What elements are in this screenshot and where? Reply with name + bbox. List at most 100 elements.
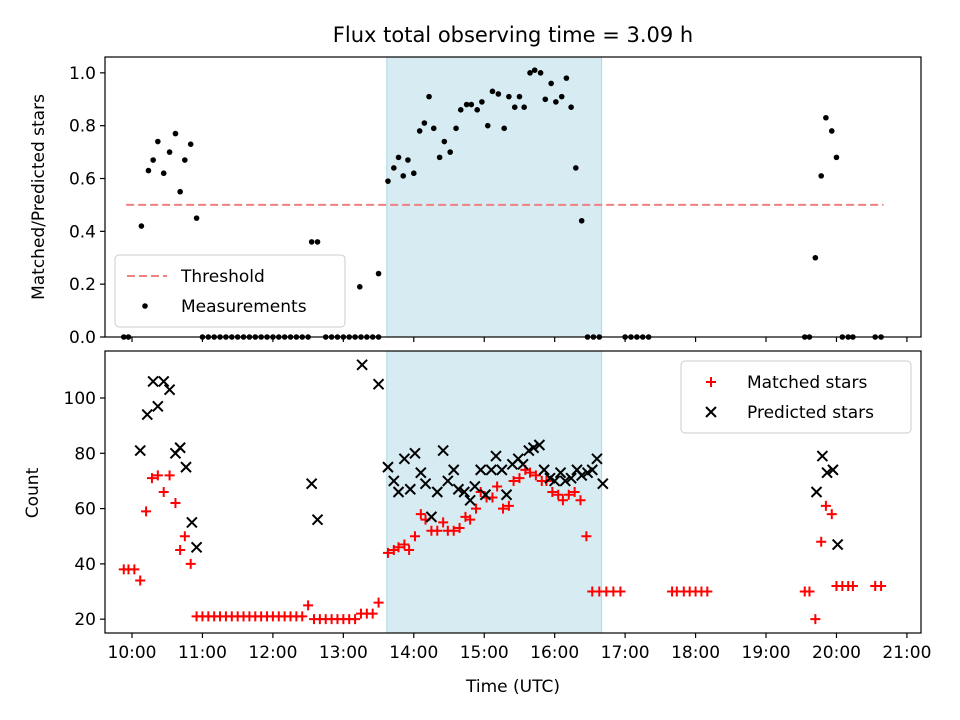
panel0-series0-point-51 — [410, 170, 417, 177]
panel1-series0-point-80 — [575, 495, 586, 506]
panel1-series0-point-54 — [432, 525, 443, 536]
panel1-series0-point-81 — [581, 531, 592, 542]
x-axis-label: Time (UTC) — [465, 677, 560, 697]
panel0-series0-point-64 — [479, 99, 485, 105]
panel0-series0-point-6 — [160, 170, 167, 177]
panel0-series0-point-66 — [489, 88, 496, 95]
panel1-series0-point-99 — [826, 509, 837, 520]
panel1-series1-point-29 — [458, 486, 470, 498]
panel1-series1-point-12 — [311, 513, 324, 526]
panel1-series1-point-56 — [810, 486, 823, 498]
panel1-series1-point-11 — [305, 477, 318, 490]
x-tick-label-6: 16:00 — [530, 643, 579, 663]
panel1-series0-point-58 — [454, 522, 465, 533]
panel1-series1-point-42 — [527, 442, 540, 454]
panel1-series0-point-44 — [373, 597, 384, 608]
panel-0-y-tick-label-2: 0.4 — [69, 222, 96, 242]
panel1-series0-point-97 — [816, 536, 827, 547]
panel1-series0-point-5 — [146, 473, 157, 484]
panel1-series1-point-5 — [163, 383, 176, 396]
x-tick-label-11: 21:00 — [882, 643, 931, 663]
panel1-series1-point-7 — [174, 442, 186, 454]
panel-0-y-tick-label-0: 0.0 — [69, 328, 96, 348]
panel1-series1-point-19 — [404, 483, 416, 495]
panel1-series1-point-37 — [500, 489, 513, 501]
panel0-series0-point-61 — [463, 101, 470, 108]
panel0-series0-point-71 — [516, 93, 523, 100]
panel0-series0-point-45 — [375, 270, 382, 277]
panel1-series1-point-44 — [538, 464, 550, 476]
panel0-series0-point-81 — [568, 104, 574, 110]
panel1-series1-point-16 — [388, 475, 400, 487]
panel1-series1-point-21 — [415, 466, 427, 479]
panel1-series1-point-13 — [356, 359, 368, 371]
panel1-series1-point-34 — [485, 464, 497, 476]
x-tick-label-7: 17:00 — [601, 643, 650, 663]
x-tick-label-1: 11:00 — [178, 643, 227, 663]
panel-1-y-tick-label-4: 100 — [64, 389, 96, 409]
panel-0-y-tick-label-5: 1.0 — [69, 64, 96, 84]
panel1-series0-point-31 — [297, 611, 308, 622]
panel1-series1-point-59 — [827, 464, 839, 476]
panel1-series1-point-35 — [490, 450, 502, 462]
panel1-series0-point-71 — [525, 467, 536, 478]
panel1-series1-point-54 — [591, 453, 603, 465]
panel0-series0-point-67 — [495, 91, 502, 97]
panel0-series0-point-68 — [501, 125, 507, 132]
panel0-series0-point-77 — [548, 80, 554, 87]
panel1-series1-point-40 — [517, 458, 529, 471]
panel0-series0-point-59 — [453, 125, 459, 132]
x-tick-label-5: 15:00 — [460, 643, 509, 663]
panel1-series1-point-23 — [425, 511, 438, 523]
panel0-series0-point-94 — [812, 254, 819, 261]
panel1-series0-point-10 — [175, 545, 186, 556]
panel1-series0-point-49 — [404, 545, 415, 556]
panel1-series0-point-93 — [702, 586, 713, 597]
panel-0-y-tick-label-4: 0.8 — [69, 117, 96, 137]
panel0-series0-point-55 — [430, 125, 437, 132]
panel1-series0-point-72 — [530, 470, 541, 481]
panel1-series1-point-4 — [157, 375, 170, 388]
panel0-series0-point-3 — [145, 167, 152, 174]
panel1-series1-point-22 — [419, 477, 432, 490]
panel1-series0-point-8 — [164, 470, 175, 481]
observing-window-span — [386, 350, 603, 634]
panel-1-legend-label-1: Predicted stars — [747, 403, 874, 423]
x-tick-label-4: 14:00 — [389, 643, 438, 663]
panel1-series0-point-75 — [547, 487, 558, 497]
panel1-series1-point-53 — [586, 464, 598, 476]
panel1-series1-point-26 — [442, 475, 454, 487]
panel1-series1-point-2 — [147, 375, 159, 388]
panel0-series0-point-50 — [405, 157, 411, 163]
panel1-series0-point-103 — [847, 581, 858, 591]
panel1-series0-point-105 — [876, 581, 887, 591]
panel1-series0-point-11 — [179, 531, 190, 542]
panel1-series1-point-24 — [431, 486, 443, 498]
panel1-series0-point-76 — [553, 489, 564, 500]
panel1-series0-point-78 — [563, 489, 574, 500]
panel0-series0-point-4 — [150, 157, 156, 163]
panel-1-y-tick-label-2: 60 — [74, 500, 96, 520]
panel1-series0-point-69 — [514, 473, 525, 484]
panel1-series1-point-49 — [565, 472, 577, 484]
panel1-series0-point-98 — [820, 500, 831, 511]
panel0-series0-point-56 — [436, 154, 443, 161]
panel0-series0-point-9 — [177, 188, 183, 195]
panel0-series0-point-78 — [553, 99, 559, 105]
panel0-series0-point-53 — [421, 120, 428, 126]
panel1-series1-point-9 — [186, 516, 198, 529]
panel1-series0-point-45 — [382, 547, 393, 558]
panel0-series0-point-80 — [563, 75, 570, 81]
panel1-series0-point-7 — [158, 487, 169, 497]
panel-1-y-tick-label-3: 80 — [74, 444, 96, 464]
panel1-series1-point-27 — [448, 464, 460, 476]
panel0-series0-point-44 — [356, 284, 363, 290]
panel0-series0-point-2 — [138, 223, 145, 229]
panel1-series0-point-50 — [409, 531, 420, 542]
panel1-series0-point-96 — [810, 614, 821, 625]
panel1-series0-point-2 — [129, 564, 140, 575]
panel0-series0-point-95 — [818, 173, 825, 179]
panel0-series0-point-69 — [506, 93, 512, 100]
panel0-series0-point-63 — [474, 107, 480, 113]
